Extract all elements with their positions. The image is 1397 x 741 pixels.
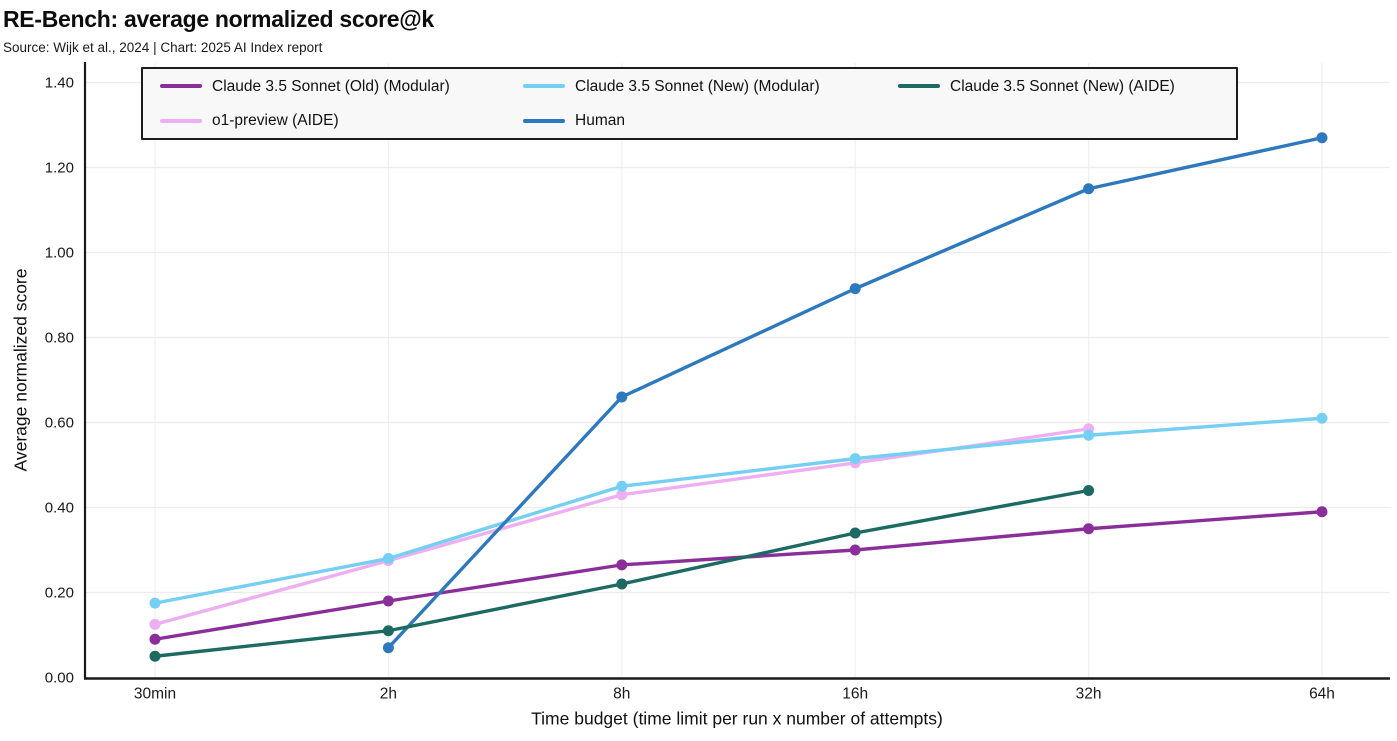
data-point <box>382 642 394 654</box>
y-tick-label: 1.00 <box>45 245 74 262</box>
axes <box>83 62 1390 680</box>
data-point <box>849 544 861 556</box>
x-tick-label: 2h <box>380 686 397 703</box>
data-point <box>149 633 161 645</box>
y-tick-label: 0.80 <box>45 330 74 347</box>
y-tick-labels: 0.00 0.20 0.40 0.60 0.80 1.00 1.20 1.40 <box>45 75 74 687</box>
legend-item-4: Human <box>523 113 898 129</box>
legend-label: Claude 3.5 Sonnet (New) (Modular) <box>575 77 820 95</box>
x-tick-label: 16h <box>842 686 868 703</box>
y-tick-label: 0.40 <box>45 500 74 517</box>
data-point <box>1083 429 1095 441</box>
series-human <box>382 132 1328 654</box>
data-point <box>616 480 628 492</box>
legend-label: o1-preview (AIDE) <box>212 112 339 129</box>
data-point <box>1083 485 1095 496</box>
data-point <box>382 625 394 637</box>
data-point <box>382 553 394 564</box>
series-claude-3-5-sonnet-new-aide <box>149 485 1095 662</box>
data-point <box>1083 183 1095 195</box>
y-tick-label: 1.20 <box>45 160 74 177</box>
legend-swatch <box>523 118 565 123</box>
legend-label: Human <box>575 112 625 129</box>
legend-swatch <box>523 84 565 89</box>
page-title: RE-Bench: average normalized score@k <box>3 6 434 32</box>
legend-item-5: Claude 3.5 Sonnet (New) (AIDE) <box>898 77 1236 95</box>
data-point <box>149 618 161 630</box>
data-point <box>849 527 861 539</box>
data-point <box>849 283 861 295</box>
legend-item-2: o1-preview (AIDE) <box>160 113 523 129</box>
data-point <box>849 453 861 465</box>
data-point <box>1316 506 1328 518</box>
legend-label: Claude 3.5 Sonnet (Old) (Modular) <box>212 77 450 95</box>
legend-swatch <box>160 84 202 89</box>
gridlines <box>86 63 1390 678</box>
legend-swatch <box>898 84 940 89</box>
data-point <box>616 578 628 590</box>
legend-item-3: Claude 3.5 Sonnet (New) (Modular) <box>523 77 898 95</box>
data-point <box>1316 412 1328 424</box>
x-axis-label: Time budget (time limit per run x number… <box>531 708 943 729</box>
page-subtitle: Source: Wijk et al., 2024 | Chart: 2025 … <box>3 40 323 55</box>
data-point <box>382 595 394 607</box>
chart-legend: Claude 3.5 Sonnet (Old) (Modular) o1-prev… <box>141 67 1238 140</box>
data-point <box>616 391 628 403</box>
data-point <box>149 650 161 662</box>
y-tick-label: 1.40 <box>45 75 74 92</box>
series-claude-3-5-sonnet-old-modular <box>149 506 1328 645</box>
series-claude-3-5-sonnet-new-modular <box>149 412 1328 609</box>
data-point <box>616 559 628 571</box>
x-tick-label: 32h <box>1076 686 1102 703</box>
y-tick-label: 0.00 <box>45 670 74 687</box>
data-point <box>1316 132 1328 144</box>
x-tick-label: 30min <box>134 686 176 703</box>
data-point <box>149 597 161 609</box>
legend-label: Claude 3.5 Sonnet (New) (AIDE) <box>950 77 1175 95</box>
y-tick-label: 0.60 <box>45 415 74 432</box>
data-point <box>1083 523 1095 535</box>
y-tick-label: 0.20 <box>45 585 74 602</box>
legend-swatch <box>160 118 202 123</box>
y-axis-label: Average normalized score <box>10 268 31 472</box>
x-tick-label: 64h <box>1309 686 1335 703</box>
x-tick-labels: 30min 2h 8h 16h 32h 64h <box>134 686 1335 703</box>
x-tick-label: 8h <box>613 686 630 703</box>
data-point <box>616 489 628 501</box>
legend-item-1: Claude 3.5 Sonnet (Old) (Modular) <box>160 77 523 95</box>
